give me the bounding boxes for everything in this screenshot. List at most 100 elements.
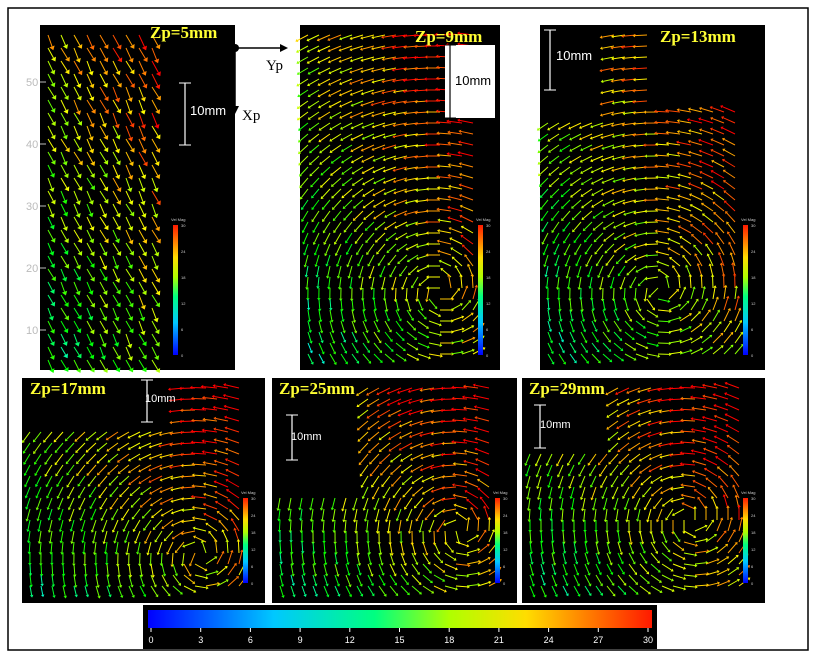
mini-colorbar-title: Vel Mag	[171, 217, 185, 222]
xp-label: Xp	[242, 108, 260, 124]
mini-colorbar-tick: 18	[181, 275, 186, 280]
figure: Vel Mag302418126010mmZp=5mm5040302010Vel…	[0, 0, 818, 657]
vector-shaft	[635, 35, 647, 36]
vector-shaft	[290, 520, 291, 531]
colorbar-tick-label: 30	[643, 635, 653, 645]
vector-shaft	[454, 398, 467, 399]
colorbar-tick-label: 15	[394, 635, 404, 645]
vector-shaft	[301, 520, 302, 531]
mini-colorbar-tick: 18	[751, 275, 756, 280]
mini-colorbar	[173, 225, 178, 355]
vector-shaft	[658, 144, 669, 145]
vector-shaft	[52, 564, 53, 574]
mini-colorbar-tick: 24	[751, 513, 756, 518]
colorbar-tick-label: 0	[148, 635, 153, 645]
vector-shaft	[30, 564, 31, 573]
vector-shaft	[406, 288, 407, 299]
mini-colorbar-tick: 30	[251, 496, 256, 501]
mini-colorbar-tick: 12	[751, 547, 756, 552]
colorbar-tick-label: 6	[248, 635, 253, 645]
axis-tick-label: 40	[26, 139, 38, 151]
vector-shaft	[312, 520, 313, 530]
colorbar-tick-label: 24	[544, 635, 554, 645]
mini-colorbar-title: Vel Mag	[741, 217, 755, 222]
vector-shaft	[279, 520, 280, 530]
vector-shaft	[671, 388, 684, 389]
vector-shaft	[478, 519, 479, 531]
mini-colorbar-title: Vel Mag	[241, 490, 255, 495]
axis-tick-label: 10	[26, 325, 38, 337]
vector-shaft	[395, 288, 396, 300]
mini-colorbar-tick: 30	[486, 223, 491, 228]
vector-shaft	[681, 387, 695, 388]
mini-colorbar-tick: 18	[251, 530, 256, 535]
vector-shaft	[308, 299, 309, 308]
mini-colorbar-tick: 12	[251, 547, 256, 552]
mini-colorbar-tick: 12	[486, 301, 491, 306]
mini-colorbar-tick: 30	[751, 223, 756, 228]
colorbar	[148, 610, 652, 628]
vector-shaft	[63, 564, 64, 574]
mini-colorbar-tick: 24	[486, 249, 491, 254]
colorbar-tick-label: 21	[494, 635, 504, 645]
mini-colorbar-tick: 18	[751, 530, 756, 535]
vector-shaft	[182, 443, 195, 444]
mini-colorbar-tick: 30	[503, 496, 508, 501]
vector-shaft	[41, 564, 42, 574]
scale-label: 10mm	[556, 48, 592, 63]
colorbar-tick-label: 3	[198, 635, 203, 645]
mini-colorbar-tick: 12	[503, 547, 508, 552]
vector-shaft	[635, 79, 647, 80]
vector-shaft	[193, 431, 206, 432]
vector-shaft	[646, 244, 658, 245]
vector-panel: Vel Mag302418126010mmZp=9mm	[295, 25, 500, 370]
axis-tick-label: 50	[26, 77, 38, 89]
mini-colorbar-tick: 18	[486, 275, 491, 280]
mini-colorbar	[495, 498, 500, 583]
mini-colorbar-tick: 24	[751, 249, 756, 254]
vector-shaft	[635, 57, 647, 58]
vector-shaft	[444, 443, 456, 444]
vector-shaft	[280, 542, 281, 552]
mini-colorbar-tick: 12	[751, 301, 756, 306]
mini-colorbar	[743, 225, 748, 355]
mini-colorbar-title: Vel Mag	[493, 490, 507, 495]
vector-panel: Vel Mag302418126010mmZp=5mm5040302010	[18, 23, 235, 373]
vector-shaft	[624, 288, 625, 298]
vector-panel: Vel Mag302418126010mmZp=17mm	[22, 378, 265, 603]
vector-panel: Vel Mag302418126010mmZp=29mm	[522, 378, 765, 603]
vector-shaft	[182, 454, 195, 455]
vector-shaft	[193, 442, 206, 443]
panel-title: Zp=17mm	[30, 379, 106, 398]
vector-panel: Vel Mag302418126010mmZp=25mm	[272, 378, 517, 603]
vector-shaft	[658, 321, 668, 322]
mini-colorbar	[743, 498, 748, 583]
scale-label: 10mm	[190, 103, 226, 118]
mini-colorbar-tick: 24	[503, 513, 508, 518]
yp-label: Yp	[266, 58, 283, 74]
vector-shaft	[701, 276, 702, 288]
scale-label: 10mm	[540, 419, 571, 431]
axis-tick-label: 30	[26, 201, 38, 213]
vector-shaft	[238, 541, 239, 553]
vector-shaft	[161, 553, 162, 564]
mini-colorbar-tick: 18	[503, 530, 508, 535]
mini-colorbar-tick: 30	[181, 223, 186, 228]
colorbar-tick-label: 12	[345, 635, 355, 645]
vector-shaft	[683, 398, 695, 399]
mini-colorbar-tick: 24	[251, 513, 256, 518]
vector-panel: Vel Mag302418126010mmZp=13mm	[537, 25, 765, 370]
vector-shaft	[647, 255, 658, 256]
colorbar-tick-label: 18	[444, 635, 454, 645]
colorbar-tick-label: 9	[298, 635, 303, 645]
panel-title: Zp=29mm	[529, 379, 605, 398]
scale-label: 10mm	[291, 431, 322, 443]
panel-title: Zp=25mm	[279, 379, 355, 398]
mini-colorbar	[478, 225, 483, 355]
mini-colorbar	[243, 498, 248, 583]
mini-colorbar-tick: 24	[181, 249, 186, 254]
panel-title: Zp=5mm	[150, 23, 217, 42]
mini-colorbar-title: Vel Mag	[476, 217, 490, 222]
scale-label: 10mm	[455, 73, 491, 88]
vector-shaft	[635, 46, 647, 47]
